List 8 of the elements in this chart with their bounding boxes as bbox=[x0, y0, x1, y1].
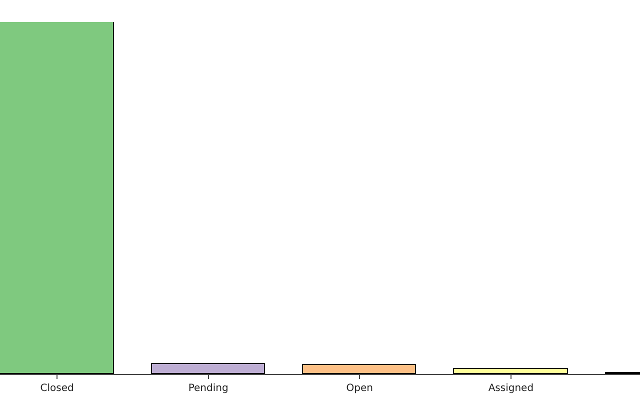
x-tick-label: Pending bbox=[188, 383, 228, 394]
bar bbox=[151, 363, 265, 374]
x-tick-label: Assigned bbox=[488, 383, 534, 394]
bar bbox=[453, 368, 568, 374]
x-tick-label: Closed bbox=[40, 383, 74, 394]
bar bbox=[302, 364, 416, 374]
x-tick-label: Open bbox=[346, 383, 373, 394]
bar bbox=[0, 22, 114, 374]
